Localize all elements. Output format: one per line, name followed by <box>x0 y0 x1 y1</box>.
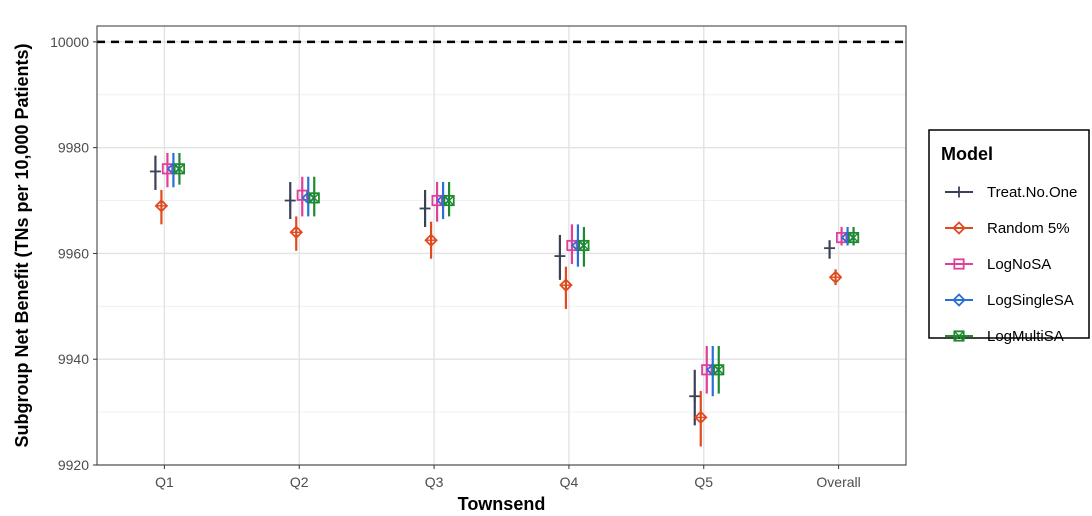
data-point <box>554 234 566 280</box>
legend-item: LogSingleSA <box>945 292 1074 309</box>
x-tick-label: Q5 <box>694 474 713 490</box>
x-tick-label: Q2 <box>290 474 309 490</box>
data-point <box>559 266 573 309</box>
marker-diamond <box>289 225 304 240</box>
y-tick-label: 9920 <box>58 457 89 473</box>
x-tick-label: Q1 <box>155 474 174 490</box>
marker-square <box>173 163 185 175</box>
y-tick-label: 9940 <box>58 351 89 367</box>
legend-label: Treat.No.One <box>987 184 1077 201</box>
data-point <box>693 390 708 447</box>
legend-label: LogSingleSA <box>987 292 1074 309</box>
series-logmultisa <box>173 152 860 394</box>
data-point <box>296 176 308 217</box>
marker-diamond <box>424 233 438 247</box>
data-point <box>154 189 169 225</box>
marker-diamond <box>952 221 966 235</box>
data-point <box>308 176 320 217</box>
marker-x2 <box>443 195 455 206</box>
marker-diamond <box>693 410 708 425</box>
y-tick-label: 10000 <box>50 34 89 50</box>
data-point <box>173 152 185 185</box>
data-point <box>284 182 296 220</box>
marker-x2 <box>578 240 590 251</box>
legend-label: Random 5% <box>987 220 1070 237</box>
marker-x2 <box>848 232 859 243</box>
marker-square <box>308 192 320 204</box>
legend-item: Random 5% <box>945 220 1070 237</box>
data-marks <box>149 152 860 447</box>
y-axis-title: Subgroup Net Benefit (TNs per 10,000 Pat… <box>12 43 32 447</box>
series-treat-no-one <box>149 155 836 426</box>
marker-diamond <box>154 199 169 213</box>
marker-square <box>953 258 965 270</box>
data-point <box>824 240 836 259</box>
legend-items: Treat.No.One Random 5% LogNoSA LogSingleSA L… <box>945 184 1077 345</box>
data-point <box>161 152 173 188</box>
y-tick-label: 9980 <box>58 140 89 156</box>
data-point <box>149 155 161 190</box>
x-tick-label: Q4 <box>560 474 579 490</box>
legend-item: Treat.No.One <box>945 184 1077 201</box>
data-point <box>689 369 701 426</box>
data-point <box>578 226 590 267</box>
data-point <box>289 216 304 251</box>
marker-square <box>431 194 443 207</box>
y-axis-ticks: 9920 9940 9960 9980 10000 <box>50 34 97 473</box>
series-random-5- <box>154 189 843 447</box>
marker-square <box>713 364 725 376</box>
x-axis-ticks: Q1 Q2 Q3 Q4 Q5 Overall <box>155 465 861 490</box>
data-point <box>431 182 443 222</box>
data-point <box>836 226 848 246</box>
data-point <box>443 182 455 217</box>
y-tick-label: 9960 <box>58 245 89 261</box>
data-point <box>848 226 860 246</box>
data-point <box>713 345 725 394</box>
marker-diamond <box>559 278 573 292</box>
legend-label: LogMultiSA <box>987 328 1064 345</box>
x-tick-label: Q3 <box>425 474 444 490</box>
series-lognosa <box>161 152 848 394</box>
marker-square <box>443 194 455 207</box>
marker-diamond <box>952 293 966 307</box>
data-point <box>419 189 431 227</box>
marker-square <box>953 330 965 342</box>
legend-label: LogNoSA <box>987 256 1051 273</box>
marker-square <box>701 364 713 376</box>
grid <box>97 26 906 466</box>
x-axis-title: Townsend <box>458 494 546 514</box>
x-tick-label: Overall <box>816 474 860 490</box>
marker-square <box>578 239 590 252</box>
marker-diamond <box>828 270 843 285</box>
marker-square <box>161 163 173 175</box>
marker-x2 <box>174 163 185 174</box>
data-point <box>828 269 843 286</box>
marker-x2 <box>309 192 320 204</box>
marker-square <box>296 189 308 201</box>
marker-square <box>848 231 860 244</box>
data-point <box>424 221 438 259</box>
plot-panel-border <box>96 25 907 466</box>
legend-title: Model <box>941 144 993 164</box>
legend-item: LogMultiSA <box>945 328 1064 345</box>
data-point <box>571 224 585 267</box>
data-point <box>566 224 578 265</box>
legend-item: LogNoSA <box>945 256 1051 273</box>
marker-square <box>836 231 848 244</box>
marker-x2 <box>953 330 965 342</box>
marker-square <box>566 239 578 252</box>
legend: Model Treat.No.One Random 5% LogNoSA LogSin… <box>928 129 1090 345</box>
marker-x2 <box>713 364 724 375</box>
